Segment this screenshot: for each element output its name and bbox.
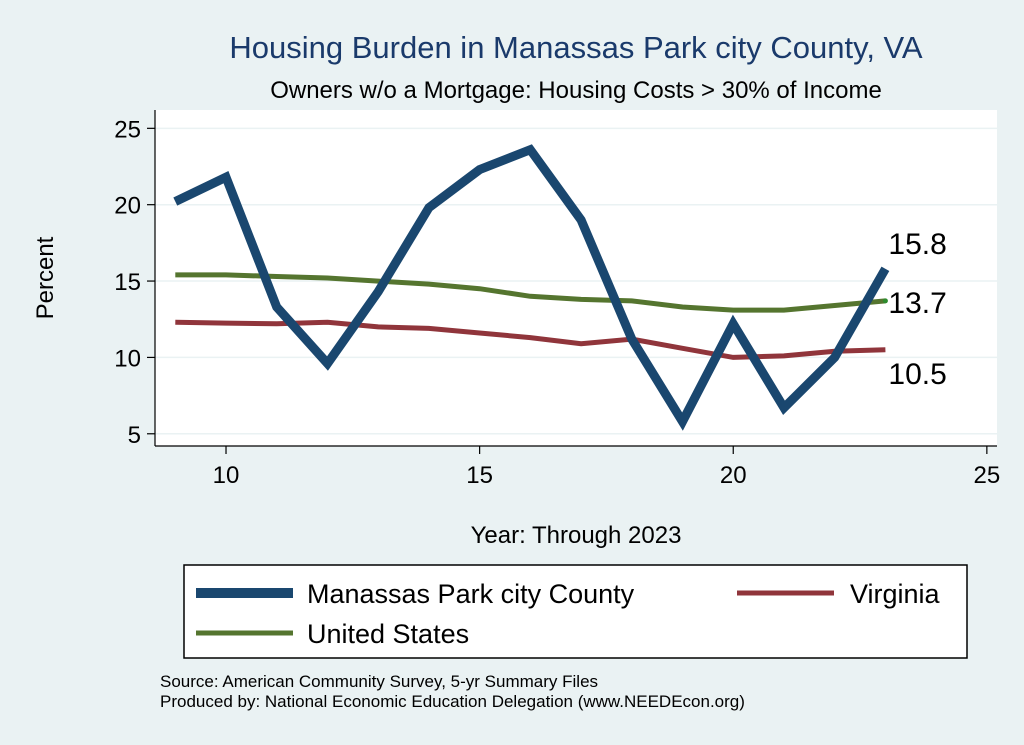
- end-label-virginia: 10.5: [888, 358, 946, 391]
- chart-title: Housing Burden in Manassas Park city Cou…: [229, 30, 923, 65]
- y-tick-label: 20: [114, 193, 141, 220]
- axes: [147, 110, 997, 454]
- x-tick-label: 10: [213, 462, 240, 489]
- series-line-united-states: [175, 272, 886, 313]
- source-note: Source: American Community Survey, 5-yr …: [160, 672, 598, 691]
- legend-label-united-states: United States: [307, 619, 469, 649]
- end-marker-united-states: [882, 298, 888, 304]
- x-tick-label: 25: [974, 462, 1001, 489]
- series-lines: [173, 144, 890, 431]
- y-tick-label: 15: [114, 269, 141, 296]
- legend-label-virginia: Virginia: [850, 579, 941, 609]
- end-label-united-states: 13.7: [888, 287, 946, 320]
- legend: Manassas Park city County Virginia Unite…: [183, 564, 968, 659]
- producer-note: Produced by: National Economic Education…: [160, 692, 745, 711]
- tick-labels: 5 10 15 20 25 10 15 20 25: [114, 116, 1000, 489]
- y-tick-label: 10: [114, 345, 141, 372]
- grid-lines: [155, 127, 997, 435]
- end-labels: 15.8 10.5 13.7: [882, 228, 947, 391]
- x-tick-label: 20: [720, 462, 747, 489]
- y-axis-label: Percent: [32, 236, 59, 319]
- legend-label-manassas: Manassas Park city County: [307, 579, 635, 609]
- end-label-manassas: 15.8: [888, 228, 946, 261]
- chart-subtitle: Owners w/o a Mortgage: Housing Costs > 3…: [270, 77, 882, 104]
- legend-box: [183, 564, 968, 659]
- y-tick-label: 25: [114, 116, 141, 143]
- series-line-manassas: [173, 144, 890, 431]
- x-axis-label: Year: Through 2023: [471, 522, 682, 549]
- x-tick-label: 15: [466, 462, 493, 489]
- y-tick-label: 5: [128, 422, 141, 449]
